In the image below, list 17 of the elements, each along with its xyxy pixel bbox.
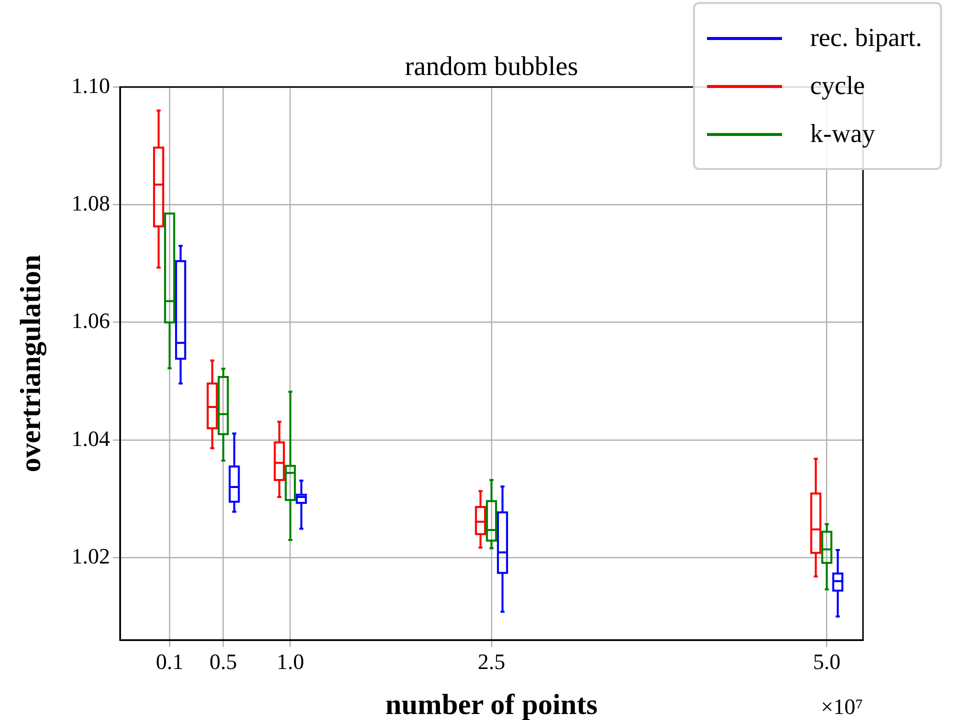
text: ×10⁷ — [820, 694, 863, 719]
legend-label: rec. bipart. — [810, 23, 922, 53]
x-tick-label: 2.5 — [478, 648, 506, 674]
y-tick-label: 1.06 — [72, 308, 110, 334]
legend-label: k-way — [810, 119, 876, 149]
x-tick-label: 0.5 — [210, 648, 238, 674]
legend-label: cycle — [810, 71, 865, 101]
x-tick-label: 1.0 — [276, 648, 304, 674]
x-tick-label: 0.1 — [156, 648, 184, 674]
y-tick-label: 1.02 — [72, 543, 110, 568]
y-tick-label: 1.10 — [72, 72, 110, 98]
y-tick-label: 1.04 — [72, 426, 110, 451]
chart-title: random bubbles — [404, 51, 578, 81]
x-tick-label: 5.0 — [813, 648, 841, 674]
x-axis-title: number of points — [385, 689, 598, 720]
y-axis-title: overtriangulation — [15, 254, 47, 472]
y-tick-label: 1.08 — [72, 190, 110, 216]
